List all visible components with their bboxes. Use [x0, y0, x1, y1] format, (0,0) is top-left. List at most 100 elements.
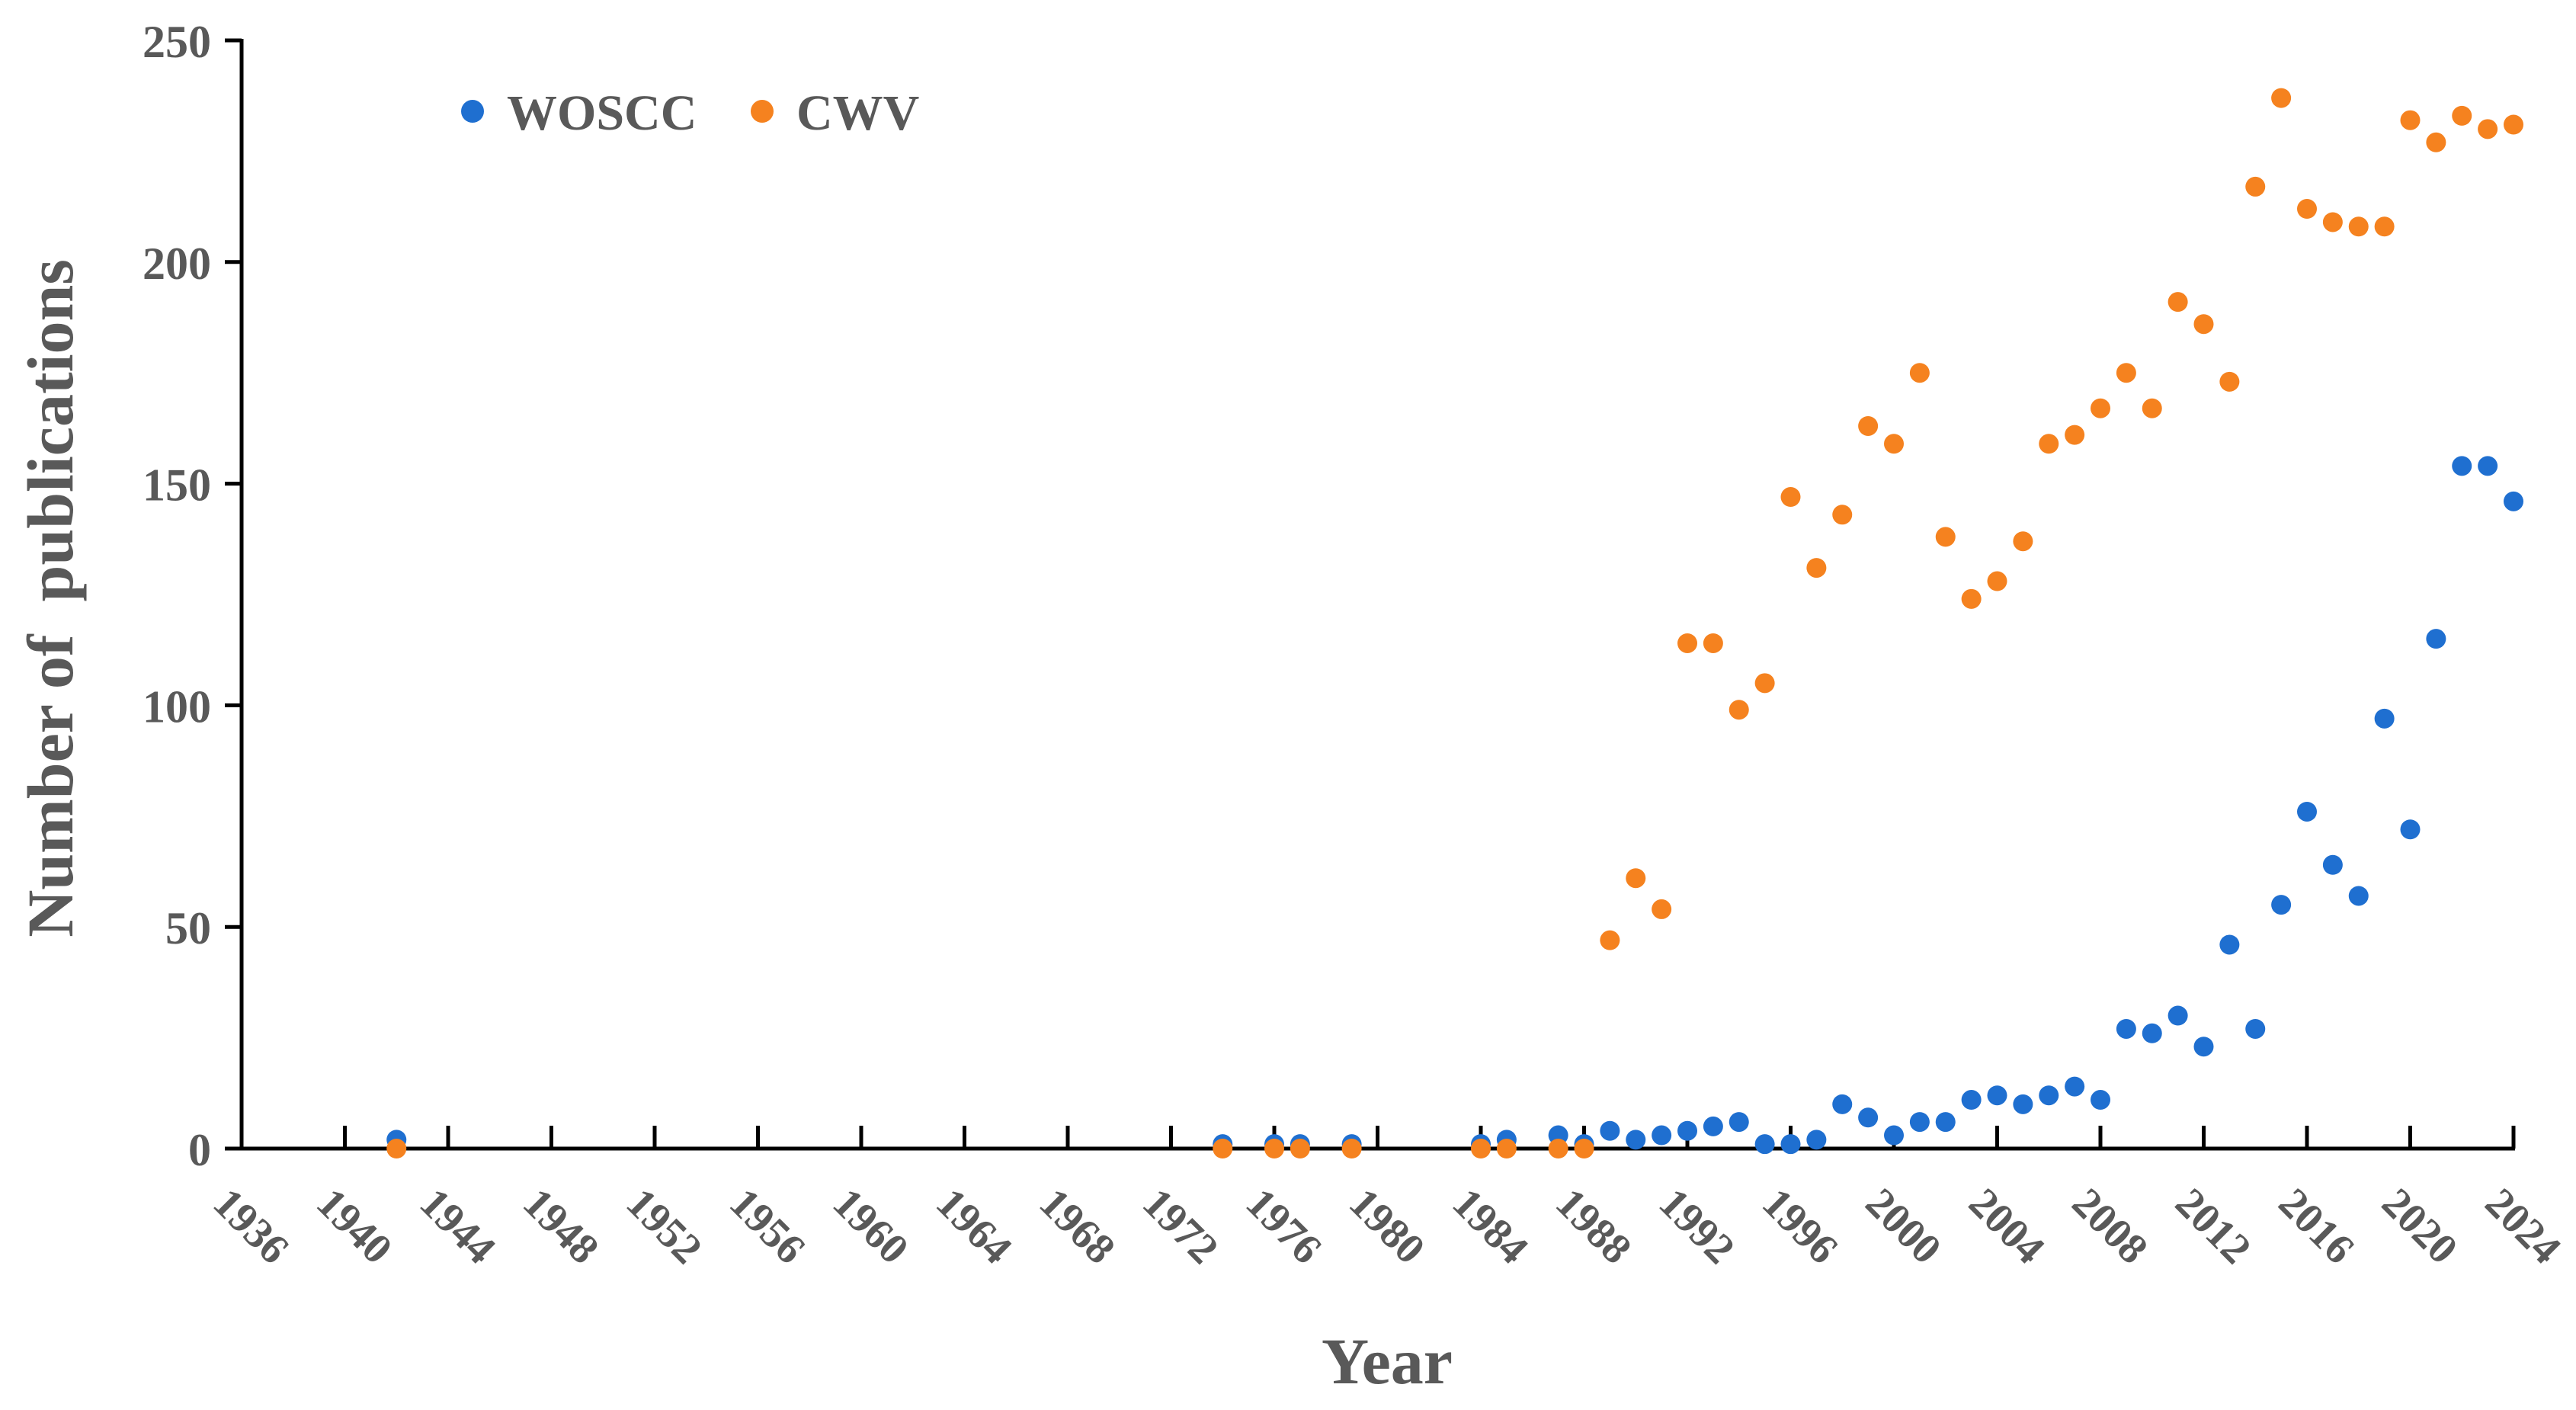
- x-tick-label: 1964: [927, 1179, 1020, 1273]
- point-woscc-2023: [2478, 456, 2498, 476]
- x-tick-label: 1940: [307, 1179, 401, 1273]
- point-woscc-1994: [1729, 1112, 1749, 1133]
- point-woscc-2014: [2245, 1018, 2266, 1039]
- point-woscc-2012: [2193, 1037, 2214, 1057]
- point-cwv-1974: [1213, 1139, 1233, 1158]
- point-cwv-2002: [1935, 527, 1956, 547]
- x-tick-label: 1948: [514, 1179, 607, 1273]
- point-cwv-2003: [1961, 588, 1982, 609]
- x-tick-label: 1976: [1237, 1179, 1331, 1273]
- data-points: [386, 88, 2523, 1158]
- x-tick-label: 2012: [2166, 1179, 2260, 1273]
- x-axis-title: Year: [1322, 1325, 1453, 1398]
- point-woscc-2006: [2039, 1085, 2059, 1106]
- point-cwv-2024: [2504, 114, 2523, 135]
- point-cwv-1977: [1290, 1139, 1310, 1158]
- legend-label-cwv: CWV: [796, 85, 919, 141]
- point-cwv-2001: [1909, 363, 1930, 383]
- point-woscc-2007: [2065, 1076, 2085, 1097]
- point-cwv-2019: [2374, 216, 2395, 237]
- point-woscc-2010: [2142, 1023, 2162, 1043]
- point-woscc-2002: [1935, 1112, 1956, 1133]
- point-cwv-1988: [1574, 1139, 1594, 1158]
- point-woscc-2024: [2504, 491, 2523, 511]
- x-tick-label: 2008: [2063, 1179, 2157, 1273]
- point-woscc-1996: [1780, 1134, 1801, 1155]
- point-cwv-1942: [386, 1139, 407, 1158]
- point-cwv-2016: [2297, 199, 2317, 220]
- point-cwv-2000: [1884, 434, 1904, 454]
- point-woscc-2001: [1909, 1112, 1930, 1133]
- point-woscc-2017: [2322, 854, 2343, 875]
- point-cwv-1990: [1626, 868, 1646, 889]
- point-woscc-2016: [2297, 801, 2317, 822]
- x-tick-label: 1968: [1030, 1179, 1124, 1273]
- point-cwv-2007: [2065, 425, 2085, 445]
- x-tick-label: 1944: [411, 1179, 505, 1273]
- legend: WOSCC CWV: [461, 85, 919, 141]
- point-cwv-1998: [1832, 505, 1853, 525]
- point-cwv-2011: [2167, 292, 2188, 312]
- x-tick-label: 1952: [617, 1179, 711, 1273]
- y-tick-label: 50: [165, 903, 211, 953]
- x-tick-label: 1988: [1546, 1179, 1640, 1273]
- point-cwv-1997: [1806, 558, 1827, 578]
- legend-label-woscc: WOSCC: [507, 85, 697, 141]
- x-tick-label: 2000: [1857, 1179, 1950, 1273]
- point-cwv-2013: [2219, 371, 2240, 392]
- point-woscc-2015: [2271, 895, 2292, 915]
- point-cwv-1984: [1471, 1139, 1491, 1158]
- x-tick-label: 1984: [1443, 1179, 1537, 1273]
- y-tick-label: 100: [143, 681, 211, 732]
- point-woscc-2000: [1884, 1125, 1904, 1146]
- point-woscc-2013: [2219, 934, 2240, 955]
- point-woscc-2019: [2374, 708, 2395, 729]
- point-woscc-1992: [1677, 1120, 1697, 1141]
- point-cwv-1987: [1548, 1139, 1568, 1158]
- y-axis-title: Number of publications: [14, 259, 87, 937]
- point-cwv-1992: [1677, 633, 1697, 653]
- point-cwv-1995: [1754, 673, 1775, 694]
- legend-marker-cwv: [751, 100, 774, 123]
- point-cwv-1989: [1600, 930, 1620, 950]
- x-tick-label: 2020: [2373, 1179, 2466, 1273]
- y-tick-label: 150: [143, 460, 211, 511]
- x-tick-label: 1980: [1340, 1179, 1434, 1273]
- point-woscc-1995: [1754, 1134, 1775, 1155]
- point-cwv-1979: [1341, 1139, 1362, 1158]
- point-woscc-2009: [2116, 1018, 2136, 1039]
- point-cwv-2023: [2478, 119, 2498, 139]
- point-cwv-2008: [2091, 398, 2110, 418]
- point-cwv-1976: [1264, 1139, 1284, 1158]
- point-cwv-2018: [2348, 216, 2369, 237]
- point-cwv-1985: [1496, 1139, 1517, 1158]
- point-woscc-2020: [2400, 819, 2421, 840]
- point-cwv-2017: [2322, 212, 2343, 232]
- y-tick-label: 250: [143, 17, 211, 67]
- point-cwv-2015: [2271, 88, 2292, 108]
- x-tick-label: 1960: [824, 1179, 918, 1273]
- point-cwv-2022: [2452, 105, 2472, 126]
- point-cwv-2004: [1987, 571, 2007, 591]
- point-woscc-2021: [2426, 629, 2446, 649]
- point-woscc-1997: [1806, 1130, 1827, 1150]
- y-tick-label: 200: [143, 239, 211, 289]
- point-cwv-1996: [1780, 487, 1801, 508]
- y-axis-ticks: 0 50 100 150 200 250: [143, 17, 242, 1175]
- point-woscc-2004: [1987, 1085, 2007, 1106]
- x-tick-label: 1956: [720, 1179, 814, 1273]
- y-tick-label: 0: [188, 1125, 211, 1175]
- point-cwv-1993: [1703, 633, 1723, 653]
- x-tick-label: 2024: [2476, 1179, 2570, 1273]
- point-cwv-1999: [1858, 415, 1879, 436]
- point-woscc-1991: [1652, 1125, 1672, 1146]
- point-cwv-2012: [2193, 314, 2214, 335]
- point-woscc-1990: [1626, 1130, 1646, 1150]
- x-tick-label: 1992: [1650, 1179, 1744, 1273]
- point-cwv-2010: [2142, 398, 2162, 418]
- point-cwv-2021: [2426, 132, 2446, 152]
- point-cwv-2005: [2013, 531, 2033, 552]
- point-cwv-1994: [1729, 700, 1749, 720]
- point-woscc-1989: [1600, 1120, 1620, 1141]
